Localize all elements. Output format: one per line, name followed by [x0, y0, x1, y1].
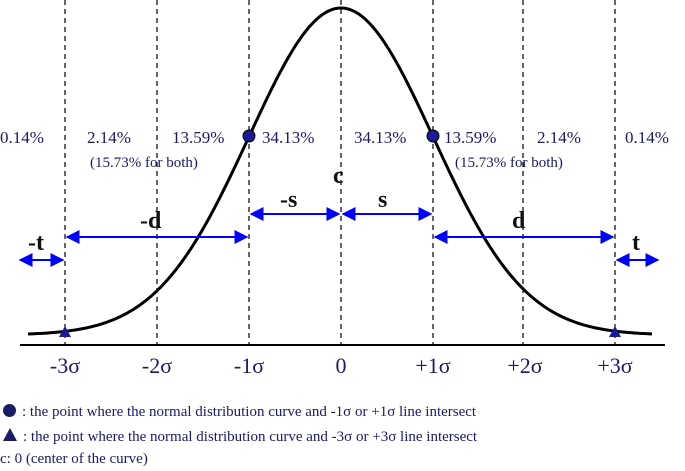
- label-pos-t: t: [632, 230, 640, 256]
- label-neg-s: -s: [280, 187, 297, 213]
- label-pos-s: s: [378, 187, 387, 213]
- circle-legend-icon: [3, 404, 16, 417]
- center-symbol: c: [333, 163, 344, 189]
- legend-triangle-text: : the point where the normal distributio…: [23, 429, 478, 445]
- pct-label: 2.14%: [87, 128, 131, 147]
- pct-label: 13.59%: [444, 128, 496, 147]
- pct-label: 13.59%: [172, 128, 224, 147]
- bell-curve: [27, 6, 653, 336]
- circle-marker-neg1: [242, 129, 256, 143]
- axis-tick-label: -3σ: [50, 353, 80, 378]
- label-neg-d: -d: [140, 208, 162, 234]
- pct-label: 34.13%: [262, 128, 314, 147]
- legend-triangle: : the point where the normal distributio…: [0, 428, 477, 446]
- legend-circle: : the point where the normal distributio…: [0, 404, 476, 421]
- legend-circle-text: : the point where the normal distributio…: [22, 404, 477, 420]
- label-neg-t: -t: [28, 230, 44, 256]
- pct-label: 34.13%: [354, 128, 406, 147]
- circle-marker-pos1: [426, 129, 440, 143]
- axis-tick-label: +1σ: [415, 353, 450, 378]
- axis-tick-label: +2σ: [507, 353, 542, 378]
- axis-tick-label: 0: [336, 353, 347, 378]
- axis-tick-label: +3σ: [597, 353, 632, 378]
- triangle-marker-neg3: [59, 326, 71, 337]
- pct-label: 0.14%: [0, 128, 44, 147]
- both-label-left: (15.73% for both): [90, 155, 198, 171]
- triangle-marker-pos3: [609, 326, 621, 337]
- pct-label: 2.14%: [537, 128, 581, 147]
- pct-label: 0.14%: [625, 128, 669, 147]
- both-label-right: (15.73% for both): [455, 155, 563, 171]
- label-pos-d: d: [512, 208, 526, 234]
- axis-tick-label: -2σ: [142, 353, 172, 378]
- legend-center: c: 0 (center of the curve): [0, 451, 148, 468]
- axis-tick-label: -1σ: [234, 353, 264, 378]
- legend-center-text: c: 0 (center of the curve): [0, 451, 148, 467]
- triangle-legend-icon: [3, 428, 17, 441]
